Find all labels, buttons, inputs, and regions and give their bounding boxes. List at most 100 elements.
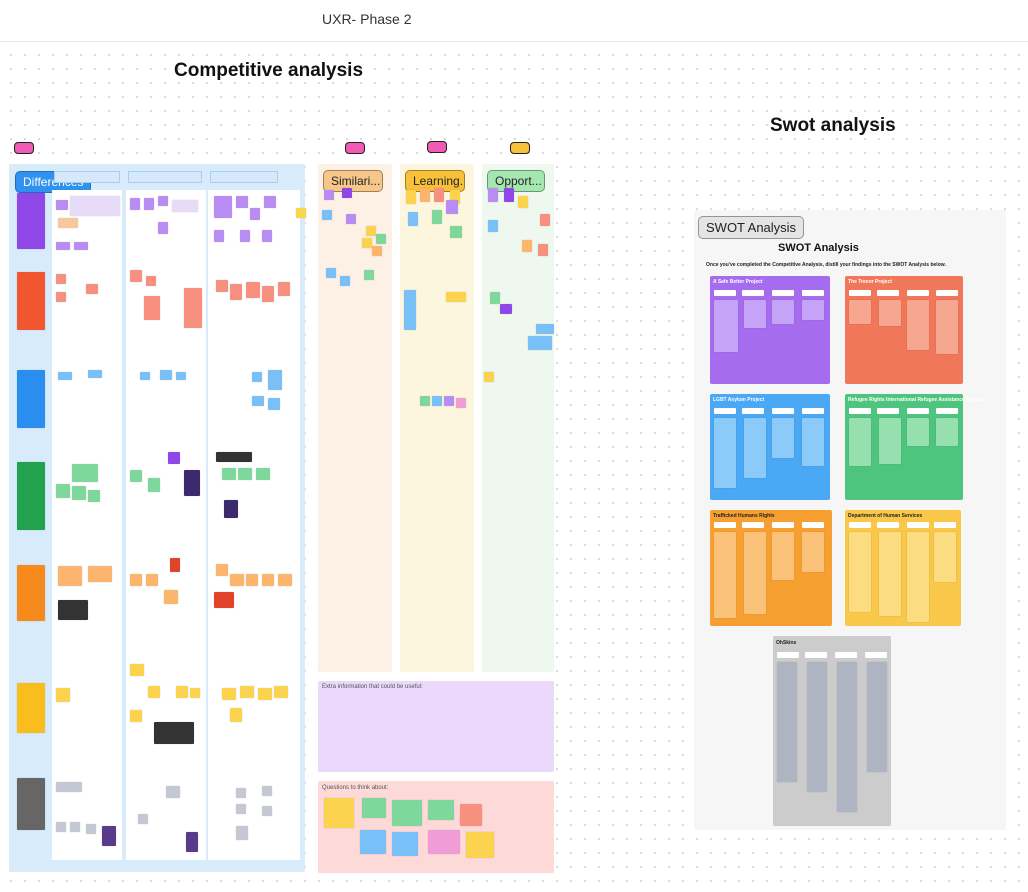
sticky-note[interactable] — [849, 532, 871, 612]
sticky-note[interactable] — [540, 214, 550, 226]
sticky-note[interactable] — [934, 532, 956, 582]
sticky-note[interactable] — [256, 468, 270, 480]
sticky-note[interactable] — [56, 242, 70, 250]
sticky-note[interactable] — [216, 452, 252, 462]
sticky-note[interactable] — [744, 532, 766, 614]
sticky-note[interactable] — [144, 296, 160, 320]
sticky-note[interactable] — [74, 242, 88, 250]
sticky-note[interactable] — [88, 490, 100, 502]
sticky-note[interactable] — [936, 300, 958, 354]
sticky-note[interactable] — [372, 246, 382, 256]
sticky-note[interactable] — [936, 418, 958, 446]
sticky-note[interactable] — [322, 210, 332, 220]
sticky-note[interactable] — [214, 196, 232, 218]
learnings-tab[interactable]: Learning... — [405, 170, 465, 192]
sticky-note[interactable] — [714, 300, 738, 352]
sticky-note[interactable] — [446, 292, 466, 302]
sticky-note[interactable] — [879, 532, 901, 616]
sticky-note[interactable] — [262, 786, 272, 796]
sticky-note[interactable] — [70, 822, 80, 832]
sticky-note[interactable] — [772, 300, 794, 324]
sticky-note[interactable] — [262, 230, 272, 242]
sticky-note[interactable] — [102, 826, 116, 846]
sticky-note[interactable] — [420, 396, 430, 406]
sticky-note[interactable] — [538, 244, 548, 256]
sticky-note[interactable] — [408, 212, 418, 226]
sticky-note[interactable] — [744, 300, 766, 328]
sticky-note[interactable] — [184, 470, 200, 496]
sticky-note[interactable] — [432, 210, 442, 224]
sticky-note[interactable] — [714, 418, 736, 488]
sticky-note[interactable] — [296, 208, 306, 218]
sticky-note[interactable] — [907, 418, 929, 446]
swot-analysis-tab[interactable]: SWOT Analysis — [698, 216, 805, 239]
sticky-note[interactable] — [362, 238, 372, 248]
sticky-note[interactable] — [392, 800, 422, 826]
sticky-note[interactable] — [144, 198, 154, 210]
sticky-note[interactable] — [444, 396, 454, 406]
sticky-note[interactable] — [222, 468, 236, 480]
sticky-note[interactable] — [186, 832, 198, 852]
sticky-note[interactable] — [268, 398, 280, 410]
sticky-note[interactable] — [849, 300, 871, 324]
sticky-note[interactable] — [366, 226, 376, 236]
sticky-note[interactable] — [230, 574, 244, 586]
sticky-note[interactable] — [252, 396, 264, 406]
sticky-note[interactable] — [154, 722, 194, 744]
sticky-note[interactable] — [802, 532, 824, 572]
sticky-note[interactable] — [86, 824, 96, 834]
sticky-note[interactable] — [158, 196, 168, 206]
sticky-note[interactable] — [230, 284, 242, 300]
sticky-note[interactable] — [240, 686, 254, 698]
questions-board[interactable] — [318, 781, 554, 873]
sticky-note[interactable] — [140, 372, 150, 380]
sticky-note[interactable] — [172, 200, 198, 212]
sticky-note[interactable] — [86, 284, 98, 294]
sticky-note[interactable] — [807, 662, 827, 792]
sticky-note[interactable] — [216, 564, 228, 576]
sticky-note[interactable] — [420, 188, 430, 202]
sticky-note[interactable] — [744, 418, 766, 478]
sticky-note[interactable] — [268, 370, 282, 390]
sticky-note[interactable] — [490, 292, 500, 304]
sticky-note[interactable] — [364, 270, 374, 280]
sticky-note[interactable] — [236, 196, 248, 208]
sticky-note[interactable] — [484, 372, 494, 382]
sticky-note[interactable] — [250, 208, 260, 220]
sticky-note[interactable] — [879, 418, 901, 464]
sticky-note[interactable] — [376, 234, 386, 244]
sticky-note[interactable] — [278, 282, 290, 296]
sticky-note[interactable] — [138, 814, 148, 824]
sticky-note[interactable] — [88, 370, 102, 378]
sticky-note[interactable] — [362, 798, 386, 818]
sticky-note[interactable] — [146, 276, 156, 286]
sticky-note[interactable] — [130, 710, 142, 722]
sticky-note[interactable] — [488, 220, 498, 232]
sticky-note[interactable] — [230, 708, 242, 722]
sticky-note[interactable] — [772, 418, 794, 458]
sticky-note[interactable] — [88, 566, 112, 582]
sticky-note[interactable] — [160, 370, 172, 380]
sticky-note[interactable] — [346, 214, 356, 224]
sticky-note[interactable] — [240, 230, 250, 242]
sticky-note[interactable] — [158, 222, 168, 234]
sticky-note[interactable] — [130, 574, 142, 586]
sticky-note[interactable] — [907, 532, 929, 622]
sticky-note[interactable] — [236, 826, 248, 840]
sticky-note[interactable] — [58, 600, 88, 620]
extra-information-board[interactable] — [318, 681, 554, 772]
sticky-note[interactable] — [56, 822, 66, 832]
sticky-note[interactable] — [802, 418, 824, 466]
sticky-note[interactable] — [56, 200, 68, 210]
sticky-note[interactable] — [536, 324, 554, 334]
similarities-tab[interactable]: Similari... — [323, 170, 383, 192]
sticky-note[interactable] — [130, 198, 140, 210]
sticky-note[interactable] — [56, 484, 70, 498]
sticky-note[interactable] — [446, 200, 458, 214]
sticky-note[interactable] — [56, 292, 66, 302]
sticky-note[interactable] — [392, 832, 418, 856]
sticky-note[interactable] — [772, 532, 794, 580]
sticky-note[interactable] — [236, 804, 246, 814]
sticky-note[interactable] — [360, 830, 386, 854]
sticky-note[interactable] — [450, 226, 462, 238]
